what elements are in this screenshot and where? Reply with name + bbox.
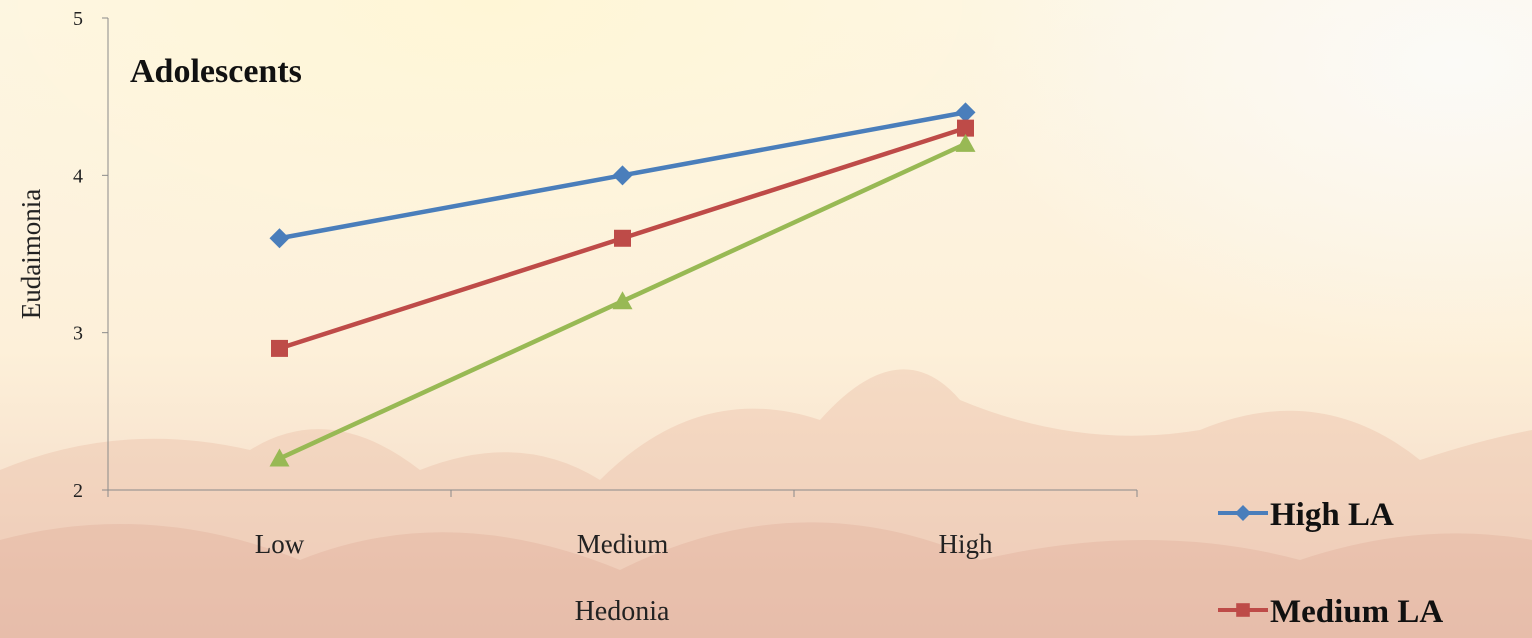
chart-title: Adolescents — [130, 53, 302, 90]
data-point — [269, 448, 290, 467]
y-tick-label: 2 — [73, 480, 83, 502]
series-1 — [269, 102, 976, 249]
y-axis-label: Eudaimonia — [16, 189, 46, 319]
data-point — [612, 291, 633, 310]
x-axis-label: Hedonia — [575, 596, 670, 627]
data-point — [614, 229, 631, 247]
legend-item: Medium LA — [1218, 594, 1443, 630]
legend-label: High LA — [1270, 497, 1394, 533]
x-tick-label: Low — [255, 529, 305, 559]
data-point — [957, 119, 974, 137]
y-tick-label: 4 — [73, 165, 83, 187]
series-3 — [269, 133, 976, 467]
y-tick-label: 5 — [73, 8, 83, 30]
legend-label: Medium LA — [1270, 594, 1443, 630]
legend-marker — [1236, 603, 1250, 617]
series-2 — [271, 119, 974, 357]
y-tick-label: 3 — [73, 323, 83, 345]
series-layer — [269, 102, 976, 467]
x-tick-label: Medium — [577, 529, 669, 559]
data-point — [955, 133, 976, 152]
legend-marker — [1235, 505, 1251, 521]
data-point — [271, 339, 288, 357]
legend: High LA Medium LA — [1218, 497, 1443, 630]
x-axis: Low Medium High — [107, 489, 1138, 559]
data-point — [269, 228, 290, 249]
legend-item: High LA — [1218, 497, 1394, 533]
data-point — [955, 102, 976, 123]
y-axis: 2 3 4 5 — [73, 8, 109, 502]
data-point — [612, 165, 633, 186]
x-tick-label: High — [939, 529, 994, 559]
